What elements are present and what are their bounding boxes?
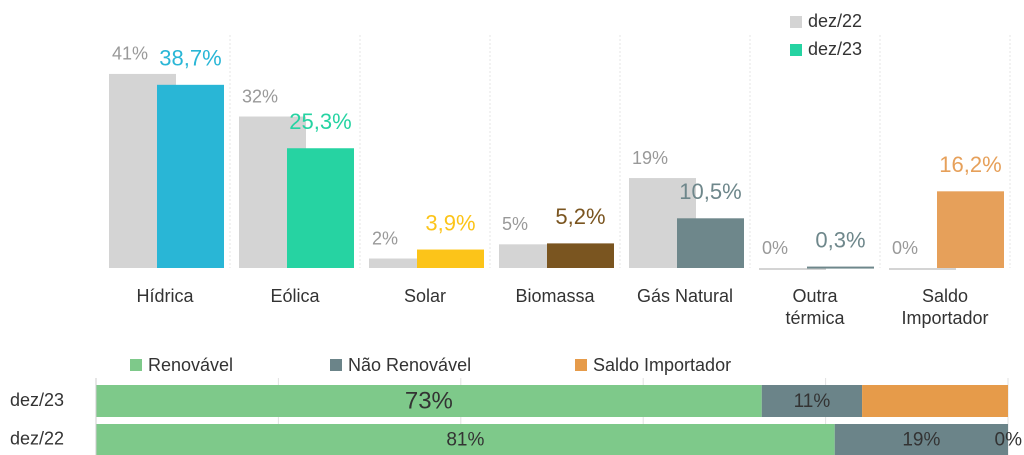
bar — [807, 266, 874, 269]
legend-label: Saldo Importador — [593, 355, 731, 375]
value-label: 16,2% — [939, 152, 1001, 177]
bar — [369, 258, 436, 268]
value-label: 0% — [892, 238, 918, 258]
legend-swatch — [575, 359, 587, 371]
x-tick-label: Eólica — [270, 286, 320, 306]
legend-label: dez/23 — [808, 39, 862, 59]
y-tick-label: dez/23 — [10, 390, 64, 410]
x-tick-label: Biomassa — [515, 286, 595, 306]
value-label: 32% — [242, 86, 278, 106]
legend-label: Renovável — [148, 355, 233, 375]
x-tick-label: Gás Natural — [636, 286, 734, 306]
legend-swatch — [790, 16, 802, 28]
bar — [677, 218, 744, 268]
x-tick-label: Solar — [403, 286, 447, 306]
bar — [937, 191, 1004, 268]
bar — [759, 268, 826, 270]
value-label: 19% — [902, 430, 940, 451]
bar — [547, 243, 614, 268]
legend-swatch — [790, 44, 802, 56]
value-label: 0% — [995, 430, 1023, 451]
value-label: 19% — [632, 148, 668, 168]
value-label: 2% — [372, 228, 398, 248]
bar-segment — [862, 385, 1008, 417]
bar — [157, 84, 224, 268]
bar — [287, 148, 354, 268]
legend-swatch — [330, 359, 342, 371]
value-label: 73% — [405, 387, 453, 414]
value-label: 3,9% — [425, 210, 475, 235]
value-label: 41% — [112, 44, 148, 64]
legend-label: dez/22 — [808, 11, 862, 31]
value-label: 38,7% — [159, 46, 221, 71]
bar-segment — [96, 385, 762, 417]
legend-swatch — [130, 359, 142, 371]
value-label: 0% — [762, 238, 788, 258]
value-label: 11% — [794, 391, 831, 412]
value-label: 10,5% — [679, 179, 741, 204]
value-label: 81% — [446, 430, 484, 451]
value-label: 5% — [502, 214, 528, 234]
legend-label: Não Renovável — [348, 355, 471, 375]
bar-segment — [834, 424, 1008, 455]
value-label: 5,2% — [555, 204, 605, 229]
y-tick-label: dez/22 — [10, 428, 64, 448]
x-tick-label: Outra térmica — [785, 286, 845, 328]
bar-segment — [96, 424, 835, 455]
bar — [417, 249, 484, 268]
x-tick-label: Saldo Importador — [901, 286, 989, 328]
value-label: 25,3% — [289, 109, 351, 134]
bar-segment — [761, 385, 863, 417]
value-label: 0,3% — [815, 227, 865, 252]
x-tick-label: Hídrica — [136, 286, 194, 306]
bar — [889, 268, 956, 270]
